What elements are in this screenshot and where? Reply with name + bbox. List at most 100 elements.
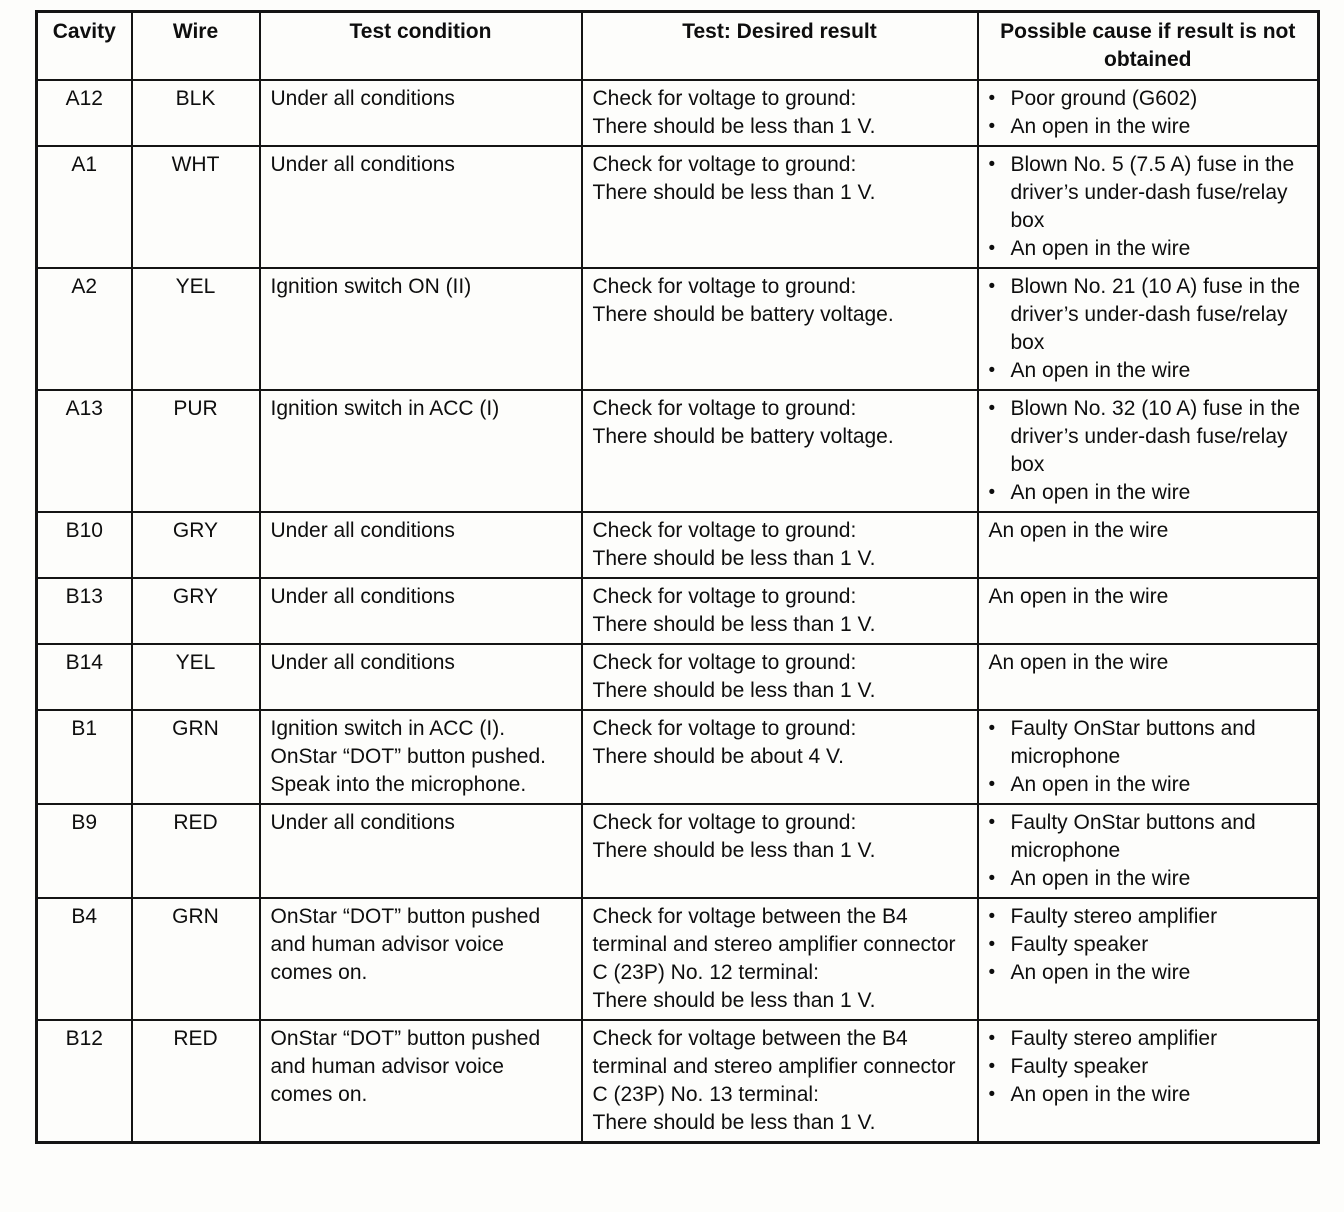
desired-result-line: There should be less than 1 V. (592, 547, 876, 570)
bullet-icon: • (988, 154, 996, 175)
cause-text: Faulty OnStar buttons and microphone (1010, 811, 1256, 862)
desired-result-cell: Check for voltage to ground: There should… (580, 577, 979, 645)
cause-item: • An open in the wire (989, 479, 1308, 507)
desired-result-cell: Check for voltage to ground: There should… (580, 389, 979, 513)
bullet-icon: • (988, 906, 996, 927)
cause-text: Faulty stereo amplifier (1010, 905, 1218, 928)
cavity-cell: B14 (35, 643, 133, 711)
desired-result-line: There should be less than 1 V. (592, 1111, 876, 1134)
cause-text: An open in the wire (1010, 773, 1191, 796)
table-row: B14 YEL Under all conditions Check for volt… (35, 643, 1320, 711)
wire-cell: PUR (130, 389, 261, 513)
table-row: B12 RED OnStar “DOT” button pushed and hum… (35, 1019, 1320, 1144)
test-condition-text: Under all conditions (270, 585, 455, 608)
cause-text: An open in the wire (1010, 867, 1191, 890)
cause-text: An open in the wire (1010, 115, 1191, 138)
possible-cause-cell: An open in the wire (976, 511, 1320, 579)
table-row: B4 GRN OnStar “DOT” button pushed and huma… (35, 897, 1320, 1021)
table-row: B9 RED Under all conditions Check for volta… (35, 803, 1320, 899)
cavity-cell: B12 (35, 1019, 133, 1144)
desired-result-line: Check for voltage to ground: (592, 811, 857, 834)
test-condition-text: Under all conditions (270, 519, 455, 542)
cause-text: An open in the wire (988, 519, 1169, 542)
bullet-icon: • (988, 238, 996, 259)
wire-cell: RED (130, 803, 261, 899)
cavity-cell: A1 (35, 145, 133, 269)
cause-item: • Blown No. 5 (7.5 A) fuse in the driver’… (989, 151, 1308, 235)
test-condition-text: Ignition switch ON (II) (270, 275, 472, 298)
desired-result-cell: Check for voltage to ground: There should… (580, 267, 979, 391)
cause-item: • Faulty OnStar buttons and microphone (989, 715, 1308, 771)
possible-cause-cell: An open in the wire (976, 577, 1320, 645)
cause-item: • An open in the wire (989, 235, 1308, 263)
test-condition-cell: Ignition switch in ACC (I) (258, 389, 583, 513)
cause-item: • An open in the wire (989, 1081, 1308, 1109)
cause-text: Poor ground (G602) (1010, 87, 1198, 110)
cause-text: Faulty speaker (1010, 1055, 1149, 1078)
test-condition-text: Under all conditions (270, 87, 455, 110)
header-desired-result: Test: Desired result (580, 10, 979, 81)
test-condition-cell: OnStar “DOT” button pushed and human adv… (258, 1019, 583, 1144)
desired-result-line: Check for voltage to ground: (592, 585, 857, 608)
test-condition-text: Ignition switch in ACC (I). OnStar “DOT”… (270, 717, 546, 796)
test-condition-cell: Ignition switch ON (II) (258, 267, 583, 391)
wire-cell: WHT (130, 145, 261, 269)
desired-result-line: There should be less than 1 V. (592, 181, 876, 204)
table-row: A13 PUR Ignition switch in ACC (I) Check fo… (35, 389, 1320, 513)
cause-item: • An open in the wire (989, 865, 1308, 893)
cause-text: An open in the wire (1010, 961, 1191, 984)
cause-text: Blown No. 21 (10 A) fuse in the driver’s… (1010, 275, 1301, 354)
possible-cause-cell: • Poor ground (G602) • An open in the wire (976, 79, 1320, 147)
header-cavity: Cavity (35, 10, 133, 81)
desired-result-line: Check for voltage between the B4 termina… (592, 905, 956, 984)
desired-result-cell: Check for voltage to ground: There should… (580, 643, 979, 711)
test-condition-cell: Under all conditions (258, 511, 583, 579)
cause-item: • Blown No. 21 (10 A) fuse in the driver’… (989, 273, 1308, 357)
bullet-icon: • (988, 360, 996, 381)
bullet-icon: • (988, 1056, 996, 1077)
test-condition-cell: Under all conditions (258, 803, 583, 899)
wire-cell: YEL (130, 267, 261, 391)
cavity-cell: A13 (35, 389, 133, 513)
bullet-icon: • (988, 868, 996, 889)
cause-item: • Faulty OnStar buttons and microphone (989, 809, 1308, 865)
wire-cell: RED (130, 1019, 261, 1144)
bullet-icon: • (988, 276, 996, 297)
wire-cell: GRY (130, 577, 261, 645)
desired-result-line: Check for voltage to ground: (592, 153, 857, 176)
possible-cause-cell: • Blown No. 21 (10 A) fuse in the driver’… (976, 267, 1320, 391)
header-test-condition: Test condition (258, 10, 583, 81)
desired-result-line: There should be less than 1 V. (592, 613, 876, 636)
test-condition-cell: Under all conditions (258, 577, 583, 645)
cause-text: An open in the wire (988, 585, 1169, 608)
cause-item: • An open in the wire (989, 959, 1308, 987)
cavity-cell: A12 (35, 79, 133, 147)
possible-cause-cell: • Faulty OnStar buttons and microphone • An… (976, 709, 1320, 805)
desired-result-cell: Check for voltage to ground: There should… (580, 145, 979, 269)
cavity-cell: B4 (35, 897, 133, 1021)
possible-cause-cell: • Blown No. 5 (7.5 A) fuse in the driver’… (976, 145, 1320, 269)
cause-item: • Poor ground (G602) (989, 85, 1308, 113)
test-condition-cell: Ignition switch in ACC (I). OnStar “DOT”… (258, 709, 583, 805)
bullet-icon: • (988, 934, 996, 955)
cause-item: • An open in the wire (989, 357, 1308, 385)
desired-result-cell: Check for voltage to ground: There should… (580, 803, 979, 899)
desired-result-cell: Check for voltage to ground: There should… (580, 79, 979, 147)
bullet-icon: • (988, 398, 996, 419)
cause-text: An open in the wire (988, 651, 1169, 674)
cause-text: Faulty speaker (1010, 933, 1149, 956)
cavity-cell: B9 (35, 803, 133, 899)
test-condition-text: Ignition switch in ACC (I) (270, 397, 500, 420)
desired-result-line: There should be less than 1 V. (592, 839, 876, 862)
bullet-icon: • (988, 718, 996, 739)
test-condition-text: Under all conditions (270, 811, 455, 834)
desired-result-line: Check for voltage to ground: (592, 717, 857, 740)
cause-item: • Faulty speaker (989, 931, 1308, 959)
possible-cause-cell: • Blown No. 32 (10 A) fuse in the driver’… (976, 389, 1320, 513)
cavity-cell: B13 (35, 577, 133, 645)
header-possible-cause: Possible cause if result is not obtained (976, 10, 1320, 81)
cause-item: • Faulty stereo amplifier (989, 1025, 1308, 1053)
cause-item: • Faulty stereo amplifier (989, 903, 1308, 931)
test-condition-text: Under all conditions (270, 153, 455, 176)
